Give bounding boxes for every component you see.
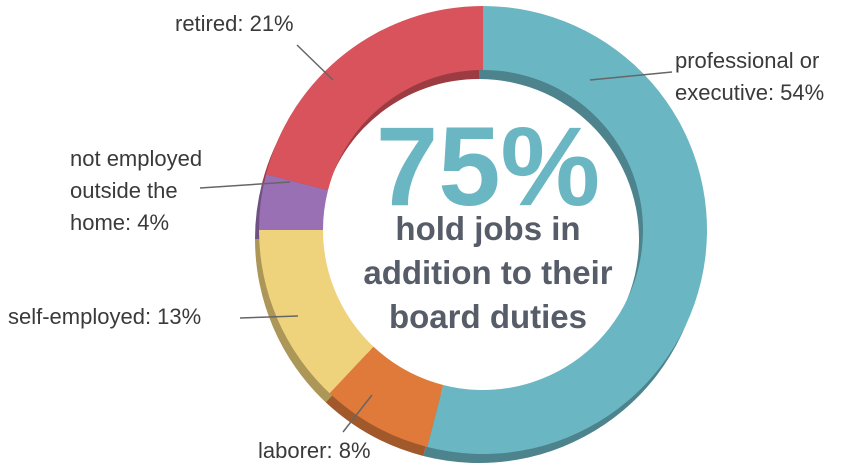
- leader-line: [199, 181, 291, 189]
- slice: [329, 346, 444, 447]
- slice-label: professional or executive: 54%: [675, 48, 824, 105]
- slice: [259, 230, 374, 394]
- leader-line: [589, 71, 673, 81]
- labels: professional or executive: 54% laborer: 8%…: [8, 11, 824, 463]
- slice-label: retired: 21%: [175, 11, 294, 36]
- slice: [266, 6, 483, 191]
- leader-line: [342, 394, 373, 433]
- center-text: hold jobs in addition to their board dutie…: [363, 210, 612, 335]
- slice-label: not employed outside the home: 4%: [70, 146, 202, 235]
- slice: [259, 174, 329, 230]
- slice: [427, 6, 707, 454]
- center-value: 75%: [376, 104, 600, 229]
- leader-line: [239, 315, 299, 319]
- ring: [259, 6, 707, 454]
- slice-label: laborer: 8%: [258, 438, 371, 463]
- slice-label: self-employed: 13%: [8, 304, 201, 329]
- leader-line: [296, 44, 334, 81]
